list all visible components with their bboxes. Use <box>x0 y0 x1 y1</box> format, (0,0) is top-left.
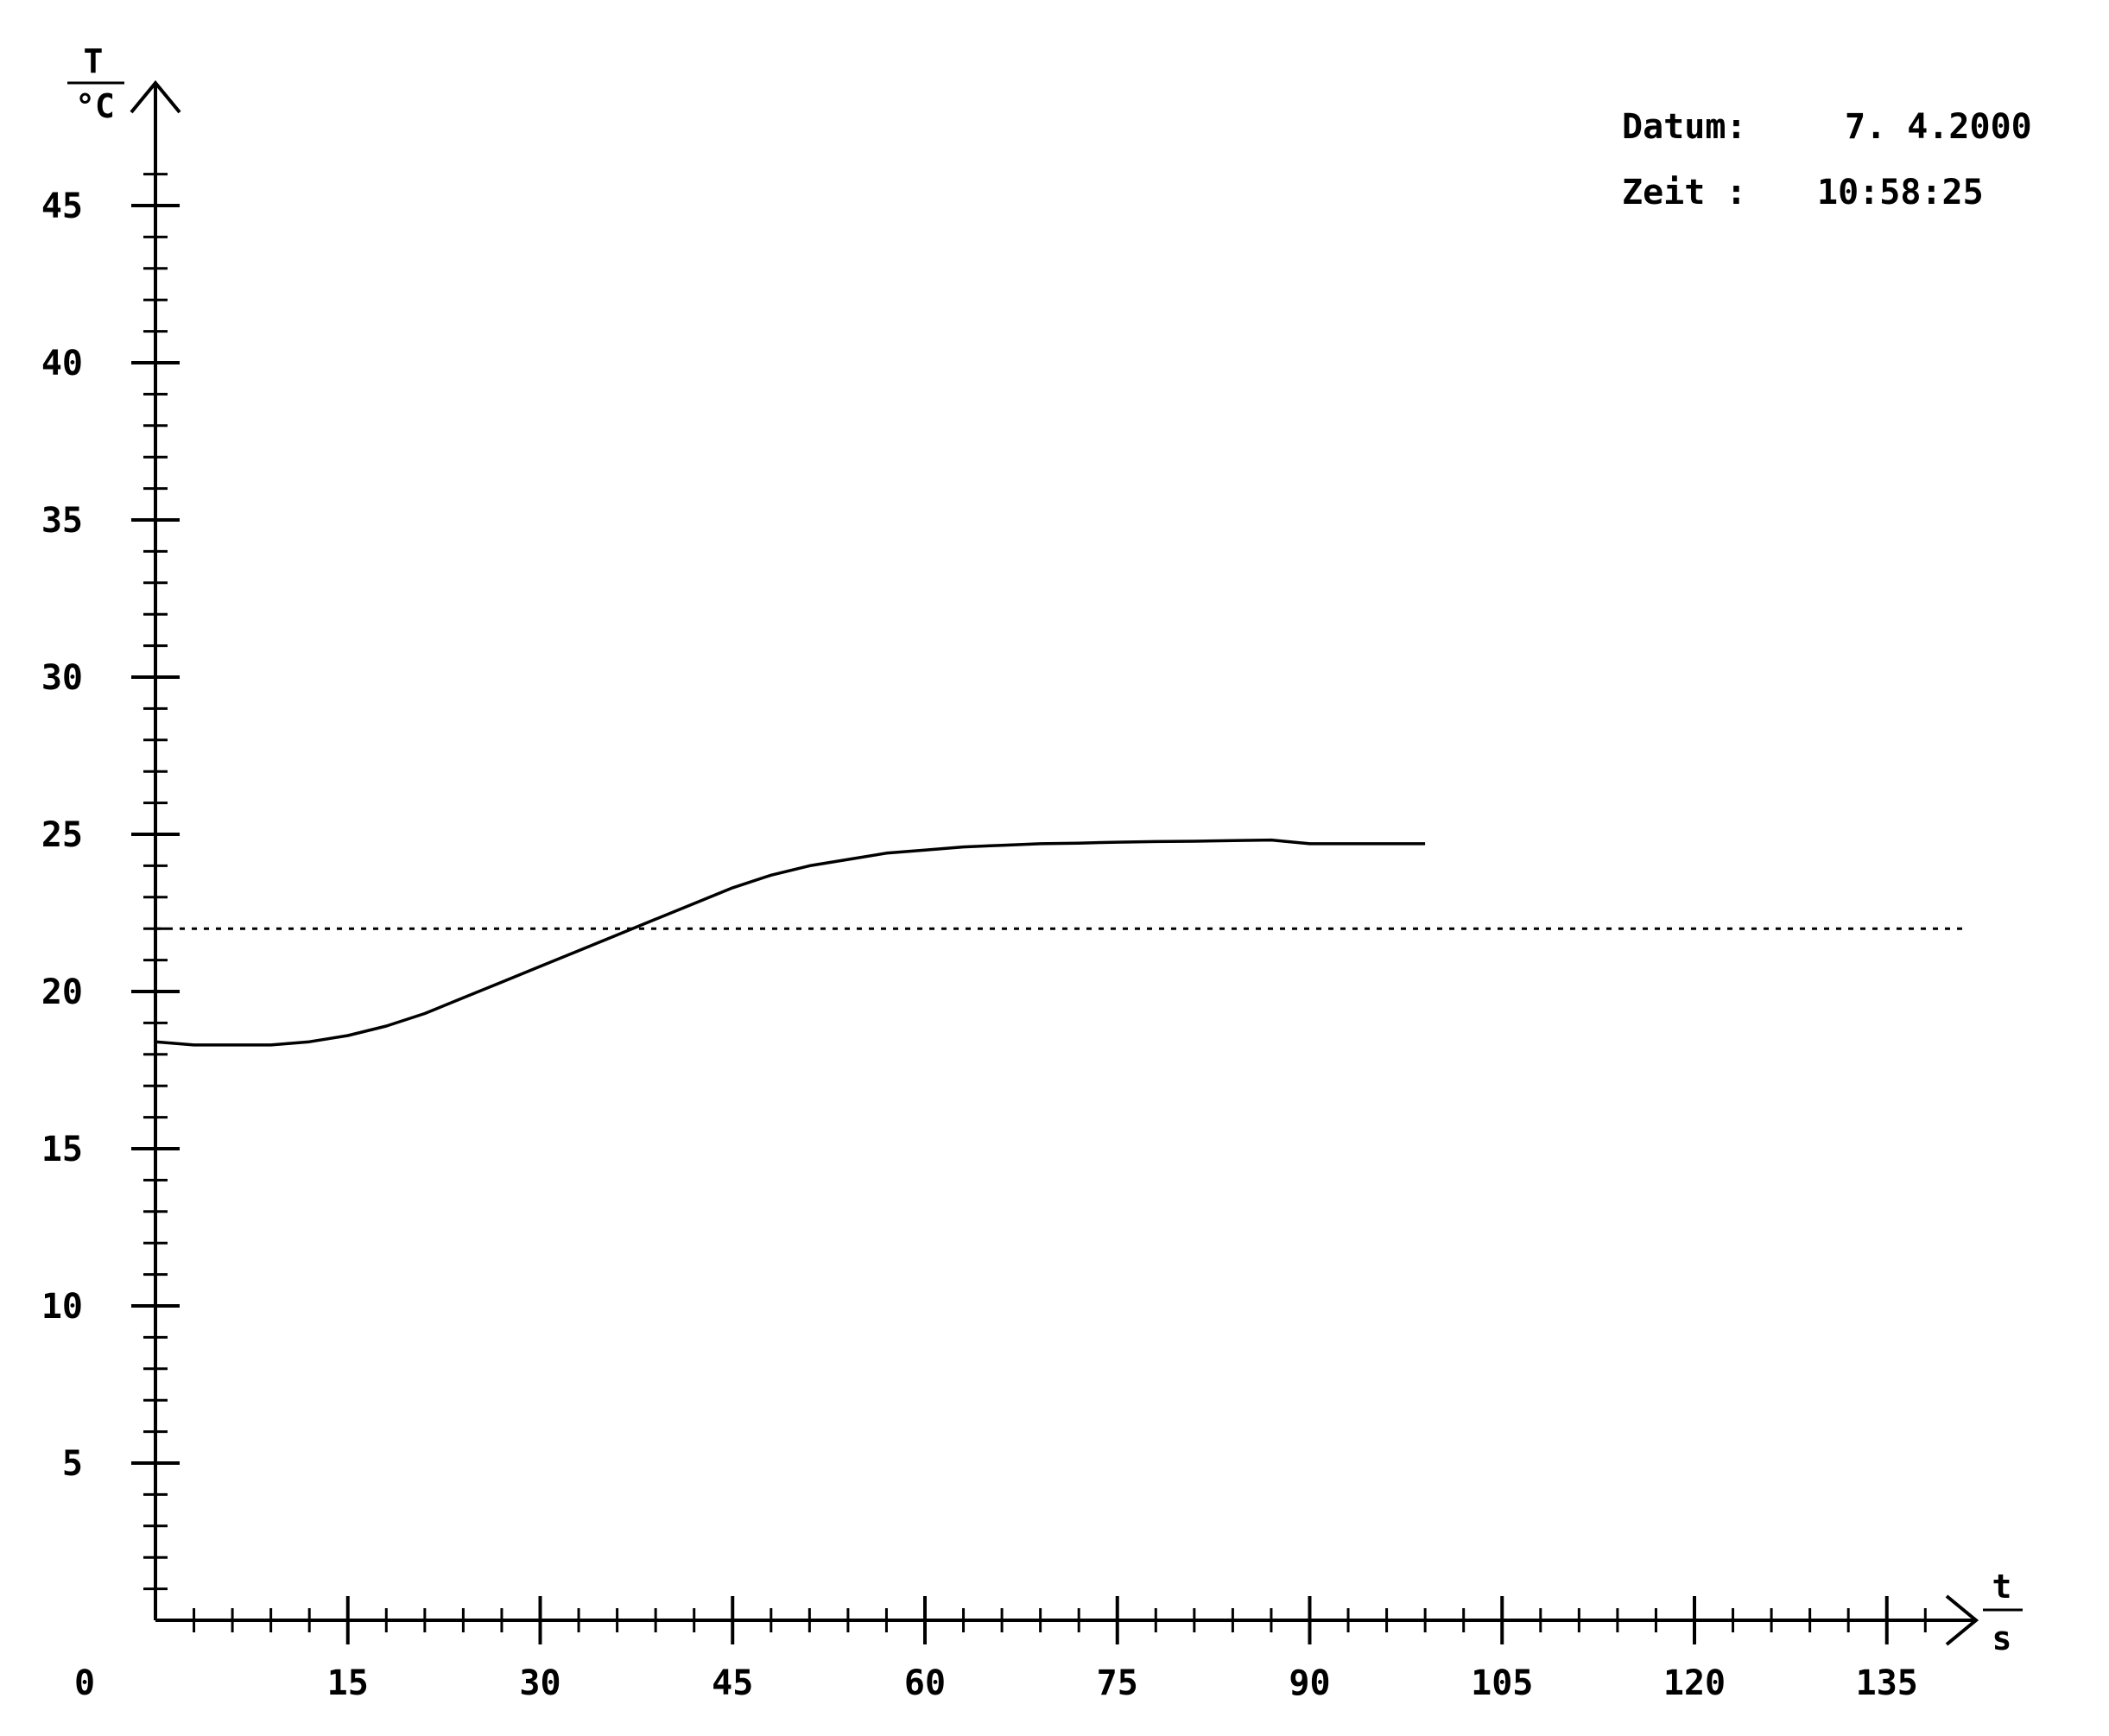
x-tick-label: 120 <box>1663 1663 1726 1703</box>
x-tick-label: 0 <box>74 1663 95 1703</box>
y-axis-arrow <box>130 79 181 114</box>
y-tick-label: 40 <box>41 344 83 383</box>
zeit-label: Zeit : <box>1622 173 1747 212</box>
series-layer <box>155 838 1964 1047</box>
x-tick-label: 60 <box>904 1663 946 1703</box>
y-tick-label: 35 <box>41 501 83 541</box>
x-tick-label: 75 <box>1097 1663 1138 1703</box>
temperature-line <box>155 838 1426 1047</box>
y-axis-label: T <box>84 42 104 80</box>
y-tick-label: 20 <box>41 973 83 1012</box>
datum-label: Datum: <box>1622 107 1747 147</box>
x-tick-label: 105 <box>1471 1663 1533 1703</box>
x-tick-label: 90 <box>1289 1663 1330 1703</box>
axis-ticks <box>131 173 1927 1644</box>
x-tick-label: 15 <box>327 1663 369 1703</box>
y-tick-label: 10 <box>41 1287 83 1327</box>
x-axis-unit: s <box>1992 1619 2012 1657</box>
datum-value: 7. 4.2000 <box>1845 107 2032 147</box>
x-axis-arrow <box>1945 1594 1979 1646</box>
y-tick-label: 15 <box>41 1130 83 1169</box>
y-tick-label: 5 <box>62 1444 83 1484</box>
x-axis-label: t <box>1992 1568 2012 1606</box>
y-tick-label: 45 <box>41 187 83 226</box>
y-tick-label: 30 <box>41 658 83 698</box>
y-axis-unit: °C <box>75 87 115 125</box>
zeit-value: 10:58:25 <box>1817 173 1984 212</box>
tick-labels: 5 10 15 20 25 30 35 40 45 0 15 30 45 60 75 90 105 120 135 <box>41 187 1918 1703</box>
x-tick-label: 45 <box>712 1663 753 1703</box>
axes <box>130 79 1979 1646</box>
x-tick-label: 135 <box>1856 1663 1918 1703</box>
x-tick-label: 30 <box>519 1663 560 1703</box>
y-tick-label: 25 <box>41 815 83 855</box>
